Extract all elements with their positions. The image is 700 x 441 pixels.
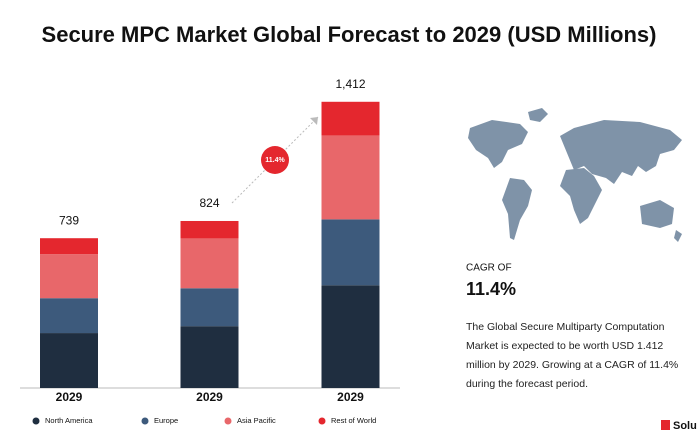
total-label: 739 [59,213,79,227]
bar-segment [180,326,239,388]
bar-segment [180,288,239,327]
bar-segment [180,220,239,239]
bar-segment [321,219,380,286]
logo-icon [661,420,670,430]
total-label: 824 [199,196,219,210]
legend-marker [224,417,232,425]
x-tick-label: 2029 [337,390,364,404]
x-tick-label: 2029 [56,390,83,404]
x-tick-label: 2029 [196,390,223,404]
bar-segment [40,333,98,388]
bar-segment [40,298,98,334]
cagr-label: CAGR OF [466,263,512,274]
bar-segment [40,238,98,255]
total-label: 1,412 [335,77,365,91]
arrow-head [310,117,318,125]
bar-segment [321,285,380,388]
cagr-value: 11.4% [466,279,516,299]
legend-label: North America [45,416,93,425]
legend-marker [32,417,40,425]
bar-segment [321,135,380,220]
legend-label: Rest of World [331,416,376,425]
legend-label: Europe [154,416,178,425]
world-map [468,108,682,242]
legend-marker [318,417,326,425]
bar-segment [180,238,239,289]
bar-segment [321,101,380,136]
description: The Global Secure Multiparty Computation… [466,321,679,390]
cagr-badge [261,146,289,174]
logo: Solu [673,420,697,432]
cagr-badge-text: 11.4% [265,157,285,164]
chart-title: Secure MPC Market Global Forecast to 202… [42,22,657,47]
legend-label: Asia Pacific [237,416,276,425]
bar-segment [40,254,98,299]
legend-marker [141,417,149,425]
